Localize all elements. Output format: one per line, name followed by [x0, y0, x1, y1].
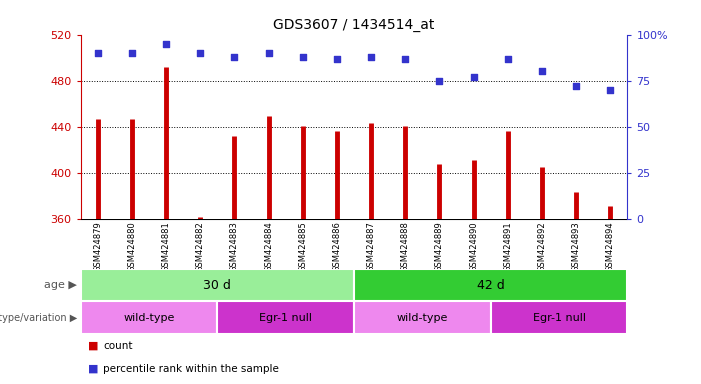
Text: GSM424885: GSM424885	[298, 221, 307, 272]
Point	[365, 54, 376, 60]
Text: Egr-1 null: Egr-1 null	[259, 313, 312, 323]
Point	[195, 50, 206, 56]
Text: GSM424888: GSM424888	[401, 221, 410, 272]
Text: GSM424882: GSM424882	[196, 221, 205, 272]
Point	[400, 55, 411, 61]
Text: wild-type: wild-type	[397, 313, 448, 323]
Text: GSM424894: GSM424894	[606, 221, 615, 272]
Text: GSM424890: GSM424890	[469, 221, 478, 272]
Point	[571, 83, 582, 89]
Bar	[81, 301, 217, 334]
Text: GSM424881: GSM424881	[161, 221, 170, 272]
Text: Egr-1 null: Egr-1 null	[533, 313, 585, 323]
Text: percentile rank within the sample: percentile rank within the sample	[103, 364, 279, 374]
Text: GSM424892: GSM424892	[538, 221, 547, 272]
Text: GSM424879: GSM424879	[93, 221, 102, 272]
Bar	[354, 269, 627, 301]
Point	[126, 50, 137, 56]
Bar	[81, 269, 354, 301]
Text: GSM424891: GSM424891	[503, 221, 512, 272]
Text: GSM424886: GSM424886	[332, 221, 341, 272]
Point	[502, 55, 513, 61]
Point	[332, 55, 343, 61]
Point	[536, 68, 547, 74]
Bar	[491, 301, 627, 334]
Text: GSM424889: GSM424889	[435, 221, 444, 272]
Point	[434, 78, 445, 84]
Text: 42 d: 42 d	[477, 279, 505, 291]
Text: ■: ■	[88, 364, 98, 374]
Bar	[354, 301, 491, 334]
Text: GSM424884: GSM424884	[264, 221, 273, 272]
Point	[161, 41, 172, 47]
Point	[229, 54, 240, 60]
Point	[297, 54, 308, 60]
Point	[605, 87, 616, 93]
Text: wild-type: wild-type	[123, 313, 175, 323]
Point	[468, 74, 479, 80]
Text: ■: ■	[88, 341, 98, 351]
Point	[92, 50, 103, 56]
Text: GSM424883: GSM424883	[230, 221, 239, 272]
Text: GSM424887: GSM424887	[367, 221, 376, 272]
Text: count: count	[103, 341, 132, 351]
Bar	[217, 301, 354, 334]
Text: age ▶: age ▶	[44, 280, 77, 290]
Point	[263, 50, 274, 56]
Title: GDS3607 / 1434514_at: GDS3607 / 1434514_at	[273, 18, 435, 32]
Text: 30 d: 30 d	[203, 279, 231, 291]
Text: GSM424880: GSM424880	[128, 221, 137, 272]
Text: GSM424893: GSM424893	[571, 221, 580, 272]
Text: genotype/variation ▶: genotype/variation ▶	[0, 313, 77, 323]
